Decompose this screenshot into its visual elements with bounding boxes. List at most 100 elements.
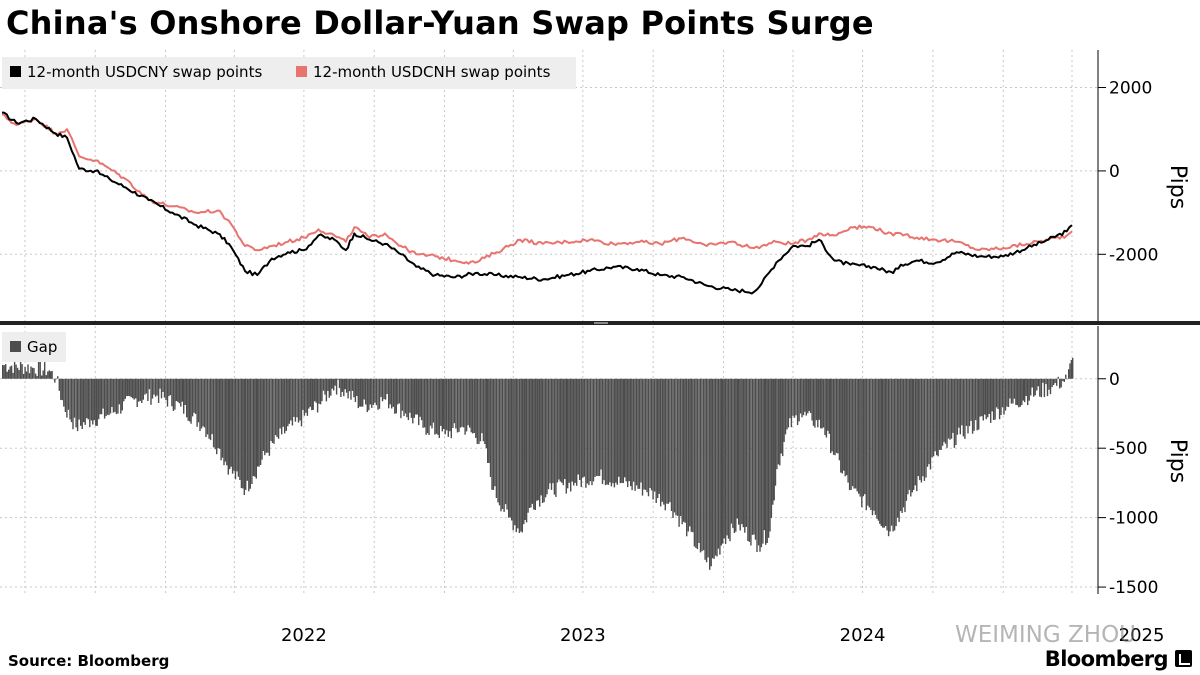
gap-bar [747, 378, 749, 541]
gap-bar [541, 378, 544, 503]
gap-bar [70, 378, 73, 423]
gap-bar [911, 378, 913, 493]
gap-bar [183, 378, 185, 414]
gap-bar [844, 378, 846, 477]
source-note: Source: Bloomberg [8, 652, 170, 670]
gap-bar [543, 378, 545, 503]
gap-bar [410, 378, 413, 418]
gap-bar [227, 378, 229, 475]
gap-bar [848, 378, 851, 491]
gap-bar [751, 378, 754, 535]
gap-bar [727, 378, 730, 539]
gap-bar [1013, 378, 1016, 399]
gap-bar [710, 378, 712, 567]
gap-bar [350, 378, 352, 400]
gap-bar [1001, 378, 1004, 408]
gap-bar [481, 378, 483, 434]
gap-bar [316, 378, 319, 413]
gap-bar [6, 371, 8, 379]
gap-bar [1028, 378, 1030, 401]
usdcny-line [1, 111, 1073, 295]
gap-bar [302, 378, 304, 410]
gap-bar [261, 378, 263, 460]
gap-bar [308, 378, 310, 409]
gap-bar [375, 378, 378, 406]
gap-bar [684, 378, 686, 523]
gap-bar [565, 378, 567, 494]
gap-bar [530, 378, 532, 508]
gap-bar [1009, 378, 1011, 399]
gap-bar [412, 378, 414, 424]
gap-bar [416, 378, 418, 415]
gap-bar [296, 378, 298, 418]
gap-bar [843, 378, 845, 471]
gap-bar [444, 378, 446, 435]
gap-bar [1040, 378, 1043, 398]
gap-bar [913, 378, 915, 490]
gap-bar [276, 378, 278, 438]
gap-bar [45, 375, 47, 379]
bottom-y-tick-label: -1500 [1109, 578, 1158, 598]
gap-bar [48, 370, 50, 379]
gap-bar [555, 378, 557, 497]
gap-bar [723, 378, 725, 539]
gap-bar [8, 369, 10, 379]
gap-bar [667, 378, 670, 504]
gap-bar [982, 378, 984, 421]
gap-bar [202, 378, 204, 427]
x-tick-label: 2022 [281, 625, 327, 646]
gap-bar [407, 378, 410, 421]
gap-bar [60, 378, 62, 400]
gap-bar [163, 378, 166, 398]
gap-bar [413, 378, 415, 418]
gap-bar [841, 378, 843, 474]
gap-bar [1022, 378, 1024, 401]
gap-bar [661, 378, 663, 502]
gap-bar [624, 378, 626, 478]
gap-bar [736, 378, 738, 519]
gap-bar [285, 378, 287, 431]
gap-bar [862, 378, 864, 497]
gap-bar [196, 378, 198, 427]
gap-bar [403, 378, 405, 417]
axis-layer: 2000 0 -2000 0 -500 -1000 -1500 2022 2023 2024 202… [281, 50, 1164, 646]
gap-bar [206, 378, 209, 435]
gap-bar [139, 378, 141, 401]
gap-bar [512, 378, 514, 531]
gap-bar [534, 378, 536, 510]
gap-bar [181, 378, 183, 402]
gap-bar [692, 378, 694, 533]
gap-bar [13, 359, 16, 379]
gap-bar [638, 378, 641, 489]
gap-bar [440, 378, 442, 426]
gap-bar [701, 378, 703, 552]
gap-bar [798, 378, 800, 422]
gap-bar [157, 378, 160, 403]
gap-bar [249, 378, 251, 489]
gap-bar [300, 378, 303, 427]
gap-bar [343, 378, 345, 397]
gap-bar [271, 378, 274, 443]
gap-bar [42, 370, 44, 379]
gap-bar [793, 378, 796, 418]
gap-bar [309, 378, 311, 407]
gap-bar [378, 378, 381, 409]
gap-bar [381, 378, 384, 402]
gap-bar [675, 378, 677, 516]
gap-bar [226, 378, 228, 466]
gap-bar [394, 378, 396, 414]
gap-bar [156, 378, 158, 396]
panel-resize-handle[interactable] [594, 322, 608, 324]
gap-bar [689, 378, 691, 527]
gap-bar [580, 378, 582, 487]
gap-bar [257, 378, 259, 467]
gap-bar [735, 378, 737, 532]
gap-bar [169, 378, 172, 396]
gap-bar [236, 378, 238, 472]
gap-bar [363, 378, 365, 400]
gap-bar [1056, 378, 1058, 386]
gap-bar [987, 378, 989, 418]
gap-bar [953, 378, 956, 448]
gap-bar [319, 378, 322, 405]
